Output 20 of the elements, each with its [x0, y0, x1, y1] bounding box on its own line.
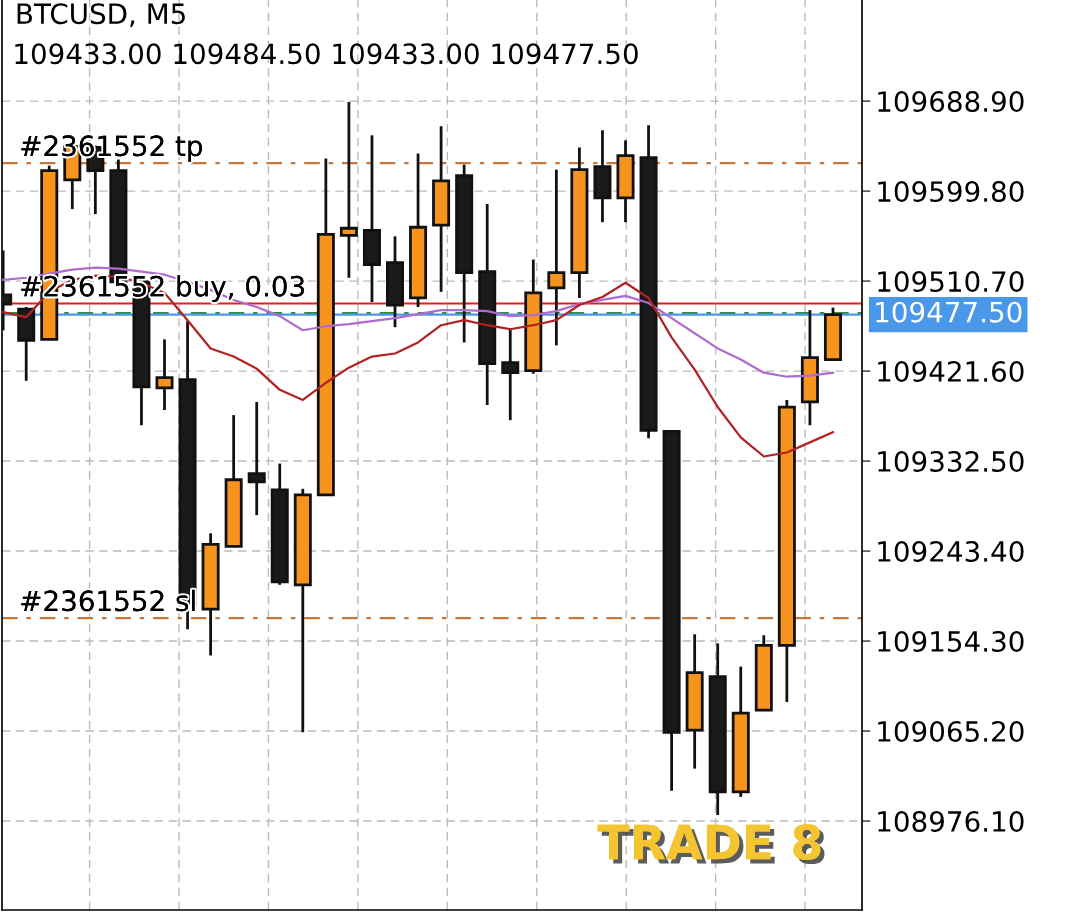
line-series [2, 274, 835, 458]
y-tick-label: 109243.40 [878, 540, 1024, 562]
annotation: #2361552 tp [21, 135, 203, 162]
y-tick-label: 109421.60 [878, 361, 1024, 383]
y-tick-label: 109688.90 [878, 91, 1024, 113]
candlestick [155, 337, 174, 412]
y-tick-label: 108976.10 [878, 810, 1024, 832]
chart-title: BTCUSD, M5 [17, 3, 185, 28]
y-tick-label: 109332.50 [878, 451, 1024, 473]
line-series [2, 266, 835, 378]
ref-line-label: 109477.50 [876, 301, 1022, 323]
y-tick-label: 109154.30 [878, 630, 1024, 652]
annotation: TRADE 8 [597, 824, 825, 865]
candlestick [547, 168, 566, 347]
candlestick [339, 100, 358, 280]
y-tick-label: 109065.20 [878, 720, 1024, 742]
y-tick-label: 109599.80 [878, 181, 1024, 203]
candlestick [247, 400, 266, 517]
y-tick-label: 109510.70 [878, 271, 1024, 293]
text: 109433.00 109484.50 109433.00 109477.50 [15, 43, 638, 65]
